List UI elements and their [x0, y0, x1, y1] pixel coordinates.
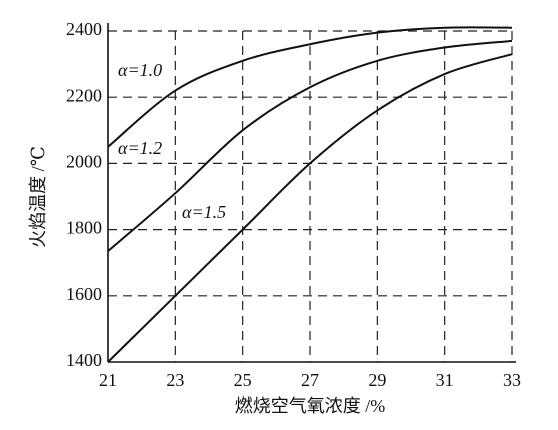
x-tick-label: 21: [99, 370, 117, 390]
series-line: [107, 53, 513, 363]
series-label: α=1.2: [118, 138, 162, 158]
x-axis-label: 燃烧空气氧浓度 /%: [235, 396, 386, 416]
y-tick-label: 2000: [66, 152, 102, 172]
y-tick-label: 2400: [66, 19, 102, 39]
y-tick-label: 2200: [66, 85, 102, 105]
x-tick-label: 23: [166, 370, 184, 390]
y-tick-label: 1400: [66, 350, 102, 370]
series-line: [107, 39, 513, 252]
x-tick-label: 31: [436, 370, 454, 390]
y-tick-label: 1600: [66, 284, 102, 304]
series-line: [107, 26, 513, 148]
x-tick-label: 27: [301, 370, 319, 390]
x-tick-label: 33: [503, 370, 521, 390]
series-label: α=1.5: [182, 202, 226, 222]
x-tick-label: 25: [234, 370, 252, 390]
y-axis-label: 火焰温度 /℃: [28, 146, 48, 248]
series-label: α=1.0: [118, 60, 162, 80]
x-tick-label: 29: [368, 370, 386, 390]
y-tick-label: 1800: [66, 218, 102, 238]
